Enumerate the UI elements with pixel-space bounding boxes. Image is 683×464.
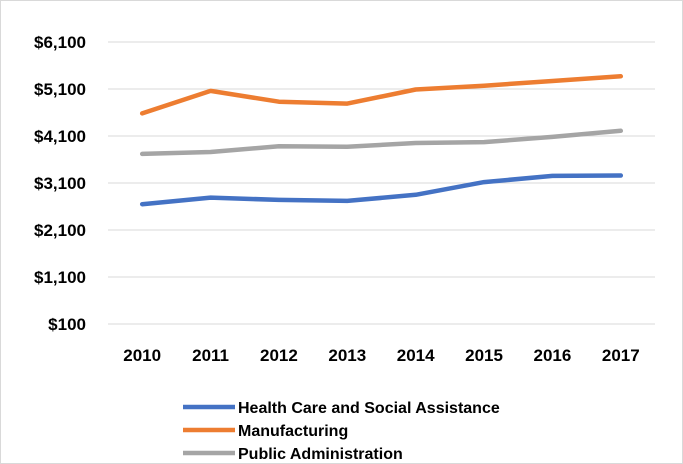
x-tick-label: 2016 (534, 346, 572, 365)
legend-label: Health Care and Social Assistance (238, 400, 500, 417)
x-tick-label: 2014 (397, 346, 435, 365)
y-tick-label: $1,100 (34, 268, 86, 287)
series-line-1 (139, 74, 624, 116)
x-tick-label: 2012 (260, 346, 298, 365)
y-tick-label: $6,100 (34, 33, 86, 52)
series-lines (139, 74, 624, 207)
x-tick-label: 2017 (602, 346, 640, 365)
series-line-2 (139, 128, 624, 157)
x-axis-tick-labels: 2010 2011 2012 2013 2014 2015 2016 2017 (123, 346, 639, 365)
y-tick-label: $100 (48, 315, 86, 334)
legend: Health Care and Social Assistance Manufac… (183, 400, 500, 463)
y-axis-tick-labels: $100 $1,100 $2,100 $3,100 $4,100 $5,100 $6,100 (34, 33, 86, 334)
x-tick-label: 2015 (465, 346, 503, 365)
y-tick-label: $4,100 (34, 127, 86, 146)
x-tick-label: 2010 (123, 346, 161, 365)
y-tick-label: $3,100 (34, 174, 86, 193)
y-tick-label: $2,100 (34, 221, 86, 240)
x-tick-label: 2013 (328, 346, 366, 365)
gridlines (108, 41, 655, 325)
x-tick-label: 2011 (192, 346, 229, 365)
legend-label: Public Administration (238, 446, 403, 463)
legend-label: Manufacturing (238, 423, 348, 440)
series-line-0 (139, 173, 624, 207)
y-tick-label: $5,100 (34, 80, 86, 99)
